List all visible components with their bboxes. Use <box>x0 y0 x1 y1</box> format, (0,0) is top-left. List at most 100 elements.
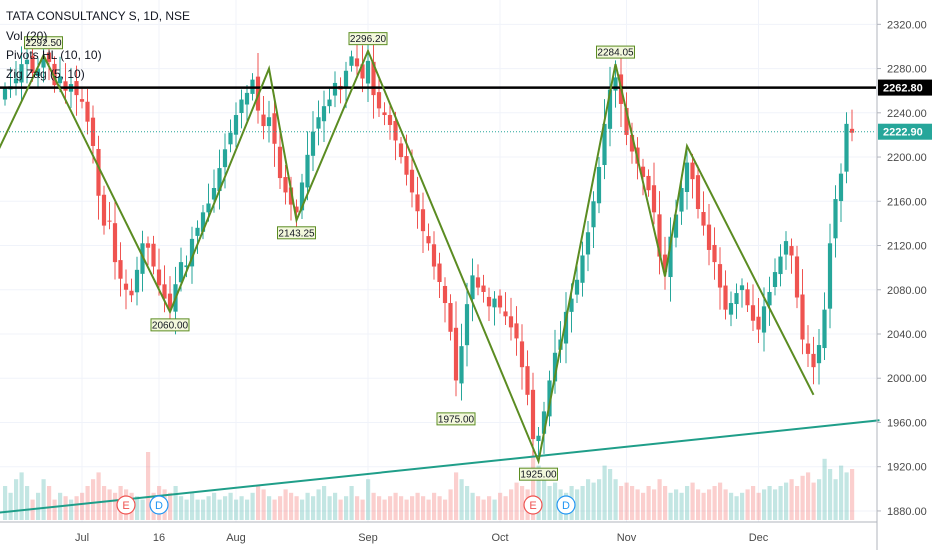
volume-bar <box>679 492 684 520</box>
candle-body <box>63 81 68 91</box>
x-tick-label: Aug <box>226 532 246 544</box>
candle-body <box>761 306 767 333</box>
candle-body <box>19 64 24 83</box>
y-tick-label: 2120.00 <box>887 241 927 253</box>
candle-body <box>800 294 805 340</box>
volume-bar <box>168 492 173 520</box>
volume-bar <box>74 496 79 520</box>
pivot-label-box <box>519 467 558 481</box>
candle-body <box>206 203 211 213</box>
candle-body <box>184 265 189 268</box>
volume-bar <box>514 482 519 520</box>
volume-bar <box>311 496 316 520</box>
event-label: E <box>529 500 536 512</box>
candle-body <box>101 194 107 226</box>
zigzag-line <box>0 48 815 465</box>
price-axis[interactable]: 2320.00 2280.00 2240.00 2200.00 2160.00 2120.… <box>876 0 932 550</box>
volume-bar <box>751 486 756 520</box>
volume-bar <box>173 486 178 520</box>
volume-bar <box>382 499 387 520</box>
volume-bar <box>828 469 833 520</box>
candle-body <box>767 291 772 306</box>
volume-bar <box>421 496 426 520</box>
candle-body <box>327 99 332 107</box>
volume-bar <box>619 486 624 520</box>
candle-body <box>277 146 283 179</box>
candle-body <box>838 173 844 202</box>
volume-bar <box>536 465 541 520</box>
resistance-price-tag: 2262.80 <box>883 83 923 95</box>
indicator-zigzag[interactable]: Zig Zag (5, 10) <box>6 67 85 81</box>
volume-bar <box>135 496 140 520</box>
pivot-label: 2292.50 <box>25 38 62 49</box>
volume-bar <box>784 482 789 520</box>
candle-body <box>294 206 299 213</box>
volume-bar <box>47 486 52 520</box>
candle-body <box>448 303 453 332</box>
volume-bar <box>140 499 145 520</box>
candle-body <box>426 236 431 244</box>
candle-body <box>580 255 585 283</box>
volume-bar <box>668 492 673 520</box>
candle-body <box>178 262 184 283</box>
volume-bar <box>443 499 448 520</box>
volume-bar <box>476 496 481 520</box>
volume-bar <box>3 486 8 520</box>
candle-body <box>794 256 800 298</box>
candle-body <box>272 113 277 144</box>
volume-bar <box>448 489 453 520</box>
indicator-volume[interactable]: Vol (20) <box>6 29 47 43</box>
candle-body <box>607 89 613 129</box>
candle-body <box>211 188 217 200</box>
candle-body <box>712 244 717 263</box>
candle-body <box>640 166 646 177</box>
candle-body <box>79 99 85 102</box>
volume-bar <box>179 496 184 520</box>
candle-body <box>470 275 475 300</box>
volume-bar <box>531 455 536 520</box>
candle-body <box>662 254 668 273</box>
candle-body <box>162 284 167 299</box>
candle-body <box>118 260 123 279</box>
candle-body <box>585 232 591 255</box>
pivot-label: 1925.00 <box>520 470 557 481</box>
pivot-label-box <box>348 32 388 46</box>
candle-body <box>123 283 129 290</box>
candle-body <box>112 223 118 263</box>
volume-bar <box>613 479 618 520</box>
event-label: E <box>122 500 129 512</box>
volume-bar <box>718 482 723 520</box>
candle-body <box>734 293 739 305</box>
candle-body <box>371 61 376 96</box>
candle-body <box>409 169 415 193</box>
volume-bar <box>712 486 717 520</box>
candle-body <box>646 175 651 191</box>
candle-body <box>563 311 569 344</box>
volume-bar <box>289 492 294 520</box>
indicator-pivots[interactable]: Pivots HL (10, 10) <box>6 48 102 62</box>
time-axis[interactable]: Jul 16 Aug Sep Oct Nov Dec <box>0 521 877 544</box>
candle-body <box>24 59 30 65</box>
volume-bar <box>250 492 255 520</box>
volume-bar <box>734 496 739 520</box>
candle-body <box>316 117 321 129</box>
candle-body <box>805 343 811 354</box>
candle-body <box>624 107 629 135</box>
volume-bar <box>641 492 646 520</box>
candle-body <box>519 341 525 368</box>
earnings-marker <box>523 495 543 515</box>
volume-bar <box>267 496 272 520</box>
pivot-label-box <box>150 318 190 332</box>
candle-body <box>35 68 41 76</box>
candle-body <box>536 435 541 442</box>
volume-bar <box>426 499 431 520</box>
candle-body <box>701 212 706 226</box>
volume-bar <box>602 465 607 520</box>
volume-bar <box>316 489 321 520</box>
volume-bar <box>201 499 206 520</box>
candle-body <box>778 256 783 275</box>
volume-bar <box>745 489 750 520</box>
volume-bar <box>707 489 712 520</box>
candle-body <box>514 323 519 339</box>
